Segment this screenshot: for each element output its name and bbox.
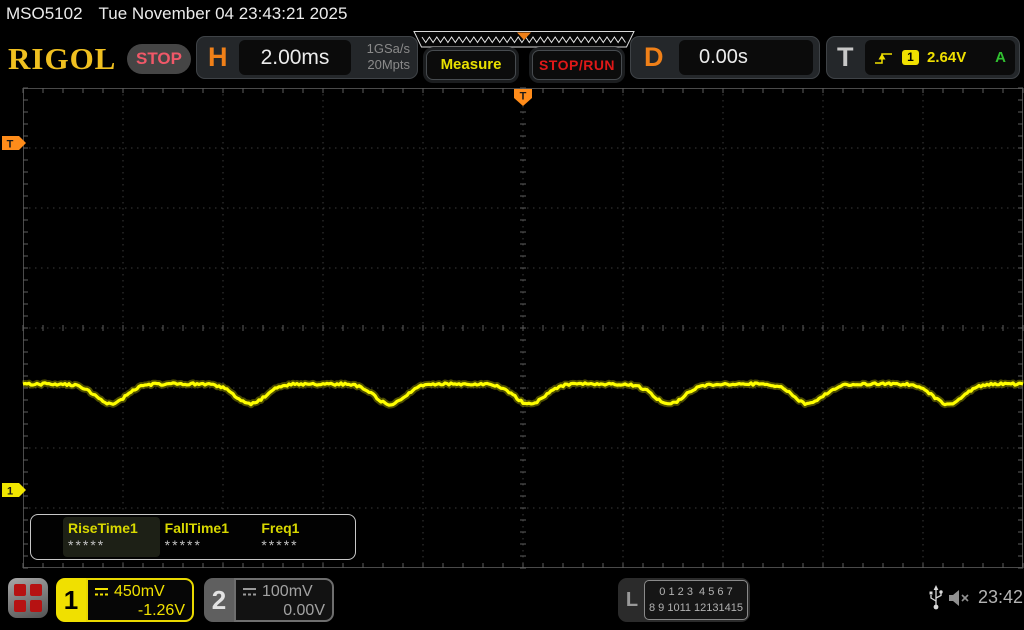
timebase-value: 2.00ms: [239, 40, 351, 75]
trigger-label: T: [837, 42, 854, 72]
run-state-badge: STOP: [127, 44, 191, 74]
trigger-source-badge: 1: [902, 50, 919, 65]
trigger-level-marker[interactable]: T: [2, 136, 26, 151]
trigger-level-value: 2.64V: [927, 49, 967, 66]
svg-text:T: T: [520, 91, 527, 103]
trigger-sweep-mode: A: [995, 49, 1006, 66]
channel1-indicator[interactable]: 1 450mV -1.26V: [56, 578, 194, 622]
datetime-text: Tue November 04 23:43:21 2025: [98, 4, 348, 23]
model-name: MSO5102: [6, 4, 83, 23]
channel2-number: 2: [204, 578, 234, 622]
delay-value: 0.00s: [679, 40, 813, 75]
measurement-label: RiseTime1: [68, 520, 138, 536]
usb-icon: [929, 585, 943, 610]
memory-depth: 20Mpts: [367, 57, 410, 72]
sample-rate: 1GSa/s: [366, 41, 410, 56]
measurement-item-freq1[interactable]: Freq1 *****: [256, 517, 353, 557]
status-bar: MSO5102 Tue November 04 23:43:21 2025: [6, 4, 347, 24]
channel1-number: 1: [56, 578, 86, 622]
measurement-item-falltime1[interactable]: FallTime1 *****: [160, 517, 257, 557]
trigger-position-marker[interactable]: T: [514, 89, 532, 106]
channel2-indicator[interactable]: 2 100mV 0.00V: [204, 578, 334, 622]
measurement-value: *****: [164, 537, 202, 553]
svg-text:1: 1: [7, 486, 13, 498]
ch1-waveform-trace: [21, 379, 1024, 409]
rigol-logo: RIGOL: [8, 41, 117, 76]
logic-analyzer-indicator[interactable]: L 0 1 2 3 4 5 6 7 8 9 1011 12131415: [618, 578, 750, 622]
channel2-offset: 0.00V: [283, 602, 325, 619]
trigger-panel[interactable]: T 1 2.64V A: [826, 36, 1020, 79]
channel2-scale: 100mV: [262, 583, 313, 600]
waveform-overview-strip[interactable]: [413, 31, 635, 48]
delay-panel[interactable]: D 0.00s: [630, 36, 820, 79]
dc-coupling-icon: [243, 588, 256, 596]
stop-run-button[interactable]: STOP/RUN: [532, 50, 622, 80]
logic-channels: 0 1 2 3 4 5 6 7 8 9 1011 12131415: [644, 580, 748, 620]
measurement-value: *****: [68, 537, 106, 553]
acquisition-rates: 1GSa/s 20Mpts: [367, 41, 410, 73]
measurement-label: FallTime1: [164, 520, 229, 536]
measurement-item-risetime1[interactable]: RiseTime1 *****: [63, 517, 160, 557]
header-bar: RIGOL STOP H 2.00ms 1GSa/s 20Mpts Measur…: [0, 30, 1024, 85]
delay-label: D: [644, 42, 664, 72]
svg-text:T: T: [7, 139, 14, 151]
measure-button[interactable]: Measure: [426, 50, 516, 80]
dc-coupling-icon: [95, 588, 108, 596]
clock-display: 23:42: [978, 587, 1024, 607]
channel1-ground-marker[interactable]: 1: [2, 483, 26, 498]
speaker-muted-icon[interactable]: [948, 588, 972, 608]
graticule-grid: [22, 87, 1024, 569]
graticule-and-trace: T T 1: [2, 87, 1024, 569]
logic-label: L: [625, 588, 639, 611]
measurement-value: *****: [261, 537, 299, 553]
overview-trigger-position-icon: [517, 32, 531, 40]
measurement-label: Freq1: [261, 520, 300, 536]
horizontal-panel[interactable]: H 2.00ms 1GSa/s 20Mpts: [196, 36, 418, 79]
channel1-scale: 450mV: [114, 583, 165, 600]
logic-row-top: 0 1 2 3 4 5 6 7: [659, 586, 733, 598]
horizontal-label: H: [208, 42, 228, 72]
bottom-bar: 1 450mV -1.26V 2 100mV 0.00V: [0, 570, 1024, 630]
measurement-panel[interactable]: RiseTime1 ***** FallTime1 ***** Freq1 **…: [30, 514, 356, 560]
windows-menu-icon[interactable]: [8, 578, 48, 618]
overview-zigzag: [421, 36, 626, 44]
channel1-offset: -1.26V: [137, 602, 185, 619]
rising-edge-trigger-icon: [875, 52, 892, 64]
waveform-display-area: T T 1 RiseTime1 ***** FallTime1 ***** Fr…: [0, 85, 1024, 570]
logic-row-bottom: 8 9 1011 12131415: [649, 602, 743, 614]
